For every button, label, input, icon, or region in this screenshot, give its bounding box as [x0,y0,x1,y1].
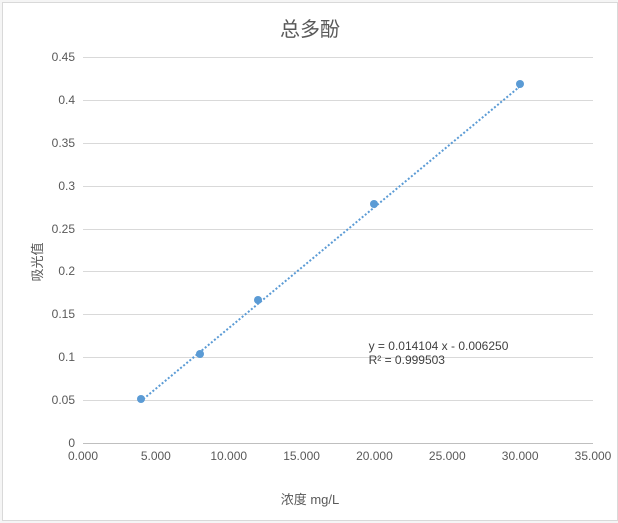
gridline [83,229,593,230]
data-point [196,350,204,358]
gridline [83,143,593,144]
x-tick-label: 0.000 [68,443,98,463]
data-point [516,80,524,88]
x-tick-label: 25.000 [429,443,466,463]
gridline [83,271,593,272]
x-tick-label: 10.000 [210,443,247,463]
y-tick-label: 0.2 [58,264,83,278]
gridline [83,357,593,358]
y-tick-label: 0.3 [58,179,83,193]
y-tick-label: 0.05 [52,393,83,407]
regression-equation: y = 0.014104 x - 0.006250R² = 0.999503 [369,339,509,367]
x-tick-label: 35.000 [575,443,612,463]
chart-title: 总多酚 [3,13,617,42]
gridline [83,314,593,315]
r-squared-line: R² = 0.999503 [369,353,509,367]
chart-container: 总多酚 吸光值 浓度 mg/L 00.050.10.150.20.250.30.… [2,2,618,521]
data-point [137,395,145,403]
gridline [83,400,593,401]
plot-area: 00.050.10.150.20.250.30.350.40.450.0005.… [83,57,593,443]
y-tick-label: 0.25 [52,222,83,236]
data-point [254,296,262,304]
x-axis-label: 浓度 mg/L [3,489,617,508]
y-tick-label: 0.35 [52,136,83,150]
gridline [83,57,593,58]
x-tick-label: 15.000 [283,443,320,463]
data-point [370,200,378,208]
y-axis-label: 吸光值 [27,242,46,281]
x-tick-label: 20.000 [356,443,393,463]
y-tick-label: 0.15 [52,307,83,321]
y-tick-label: 0.45 [52,50,83,64]
equation-line: y = 0.014104 x - 0.006250 [369,339,509,353]
gridline [83,186,593,187]
y-tick-label: 0.4 [58,93,83,107]
x-tick-label: 30.000 [502,443,539,463]
x-tick-label: 5.000 [141,443,171,463]
gridline [83,100,593,101]
y-tick-label: 0.1 [58,350,83,364]
